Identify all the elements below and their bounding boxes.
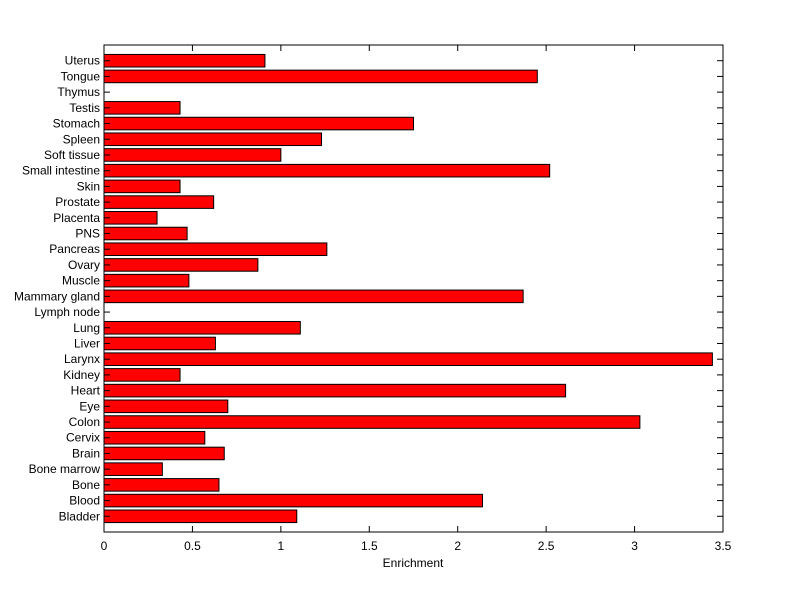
x-axis-label: Enrichment <box>383 556 444 570</box>
bar <box>103 179 181 194</box>
bar <box>103 320 301 335</box>
bar <box>103 478 220 492</box>
bar <box>103 336 216 351</box>
bar <box>103 415 641 429</box>
y-tick-label: Ovary <box>68 258 100 272</box>
bar <box>103 69 538 84</box>
y-tick-label: Heart <box>71 384 101 398</box>
x-tick-label: 1.5 <box>361 539 378 553</box>
bar <box>103 226 188 241</box>
x-tick-label: 0 <box>101 539 108 553</box>
bar <box>103 258 259 272</box>
y-tick-label: Stomach <box>53 117 100 131</box>
x-tick-label: 1 <box>278 539 285 553</box>
bar <box>103 493 483 508</box>
bar <box>103 462 163 476</box>
x-tick-label: 0.5 <box>184 539 201 553</box>
y-tick-label: Liver <box>74 336 100 350</box>
x-tick-label: 2 <box>454 539 461 553</box>
y-tick-label: PNS <box>75 227 100 241</box>
y-tick-label: Spleen <box>63 132 100 146</box>
y-tick-label: Placenta <box>53 211 100 225</box>
y-tick-label: Thymus <box>57 85 100 99</box>
bar <box>103 352 713 366</box>
y-tick-label: Tongue <box>61 69 101 83</box>
y-tick-label: Bladder <box>59 509 100 523</box>
plot-frame <box>103 44 724 533</box>
y-tick-label: Lymph node <box>34 305 100 319</box>
bar <box>103 430 206 445</box>
y-tick-label: Lung <box>73 321 100 335</box>
bar <box>103 148 282 162</box>
bar <box>103 383 567 398</box>
bar <box>103 101 181 115</box>
y-tick-label: Kidney <box>63 368 100 382</box>
bar <box>103 53 266 68</box>
bar <box>103 163 551 178</box>
y-tick-label: Brain <box>72 446 100 460</box>
bar <box>103 132 323 147</box>
y-tick-label: Colon <box>69 415 100 429</box>
y-tick-label: Soft tissue <box>44 148 100 162</box>
x-tick-label: 2.5 <box>538 539 555 553</box>
y-tick-label: Bone marrow <box>29 462 101 476</box>
y-tick-label: Uterus <box>65 54 100 68</box>
y-tick-label: Small intestine <box>22 164 100 178</box>
bar <box>103 273 190 288</box>
y-tick-label: Larynx <box>64 352 100 366</box>
bar <box>103 116 414 131</box>
bar <box>103 509 298 524</box>
bar <box>103 399 229 414</box>
bar <box>103 195 215 209</box>
y-tick-label: Bone <box>72 478 100 492</box>
bar <box>103 446 225 461</box>
y-tick-label: Mammary gland <box>14 289 100 303</box>
y-tick-label: Pancreas <box>49 242 100 256</box>
y-tick-label: Skin <box>77 179 100 193</box>
x-tick-label: 3.5 <box>715 539 732 553</box>
y-tick-label: Testis <box>69 101 100 115</box>
y-tick-label: Cervix <box>66 431 100 445</box>
bar <box>103 211 158 225</box>
y-tick-label: Prostate <box>55 195 100 209</box>
bar <box>103 289 524 304</box>
y-tick-label: Eye <box>79 399 100 413</box>
bar <box>103 368 181 382</box>
bar <box>103 242 328 257</box>
y-tick-label: Muscle <box>62 274 100 288</box>
y-tick-label: Blood <box>69 494 100 508</box>
x-tick-label: 3 <box>631 539 638 553</box>
